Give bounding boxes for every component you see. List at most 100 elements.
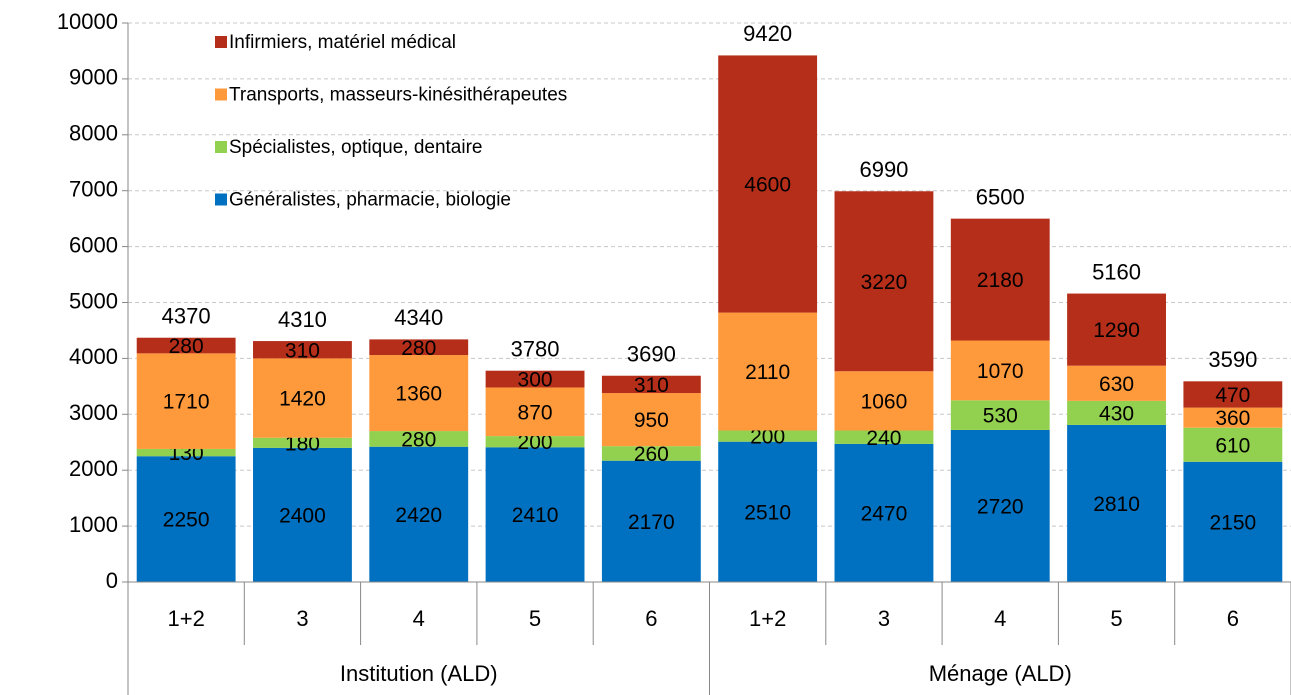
bar-segment <box>369 446 469 582</box>
bar-segment <box>136 337 236 354</box>
bar-segment <box>950 340 1050 401</box>
segment-label: 1060 <box>861 390 908 413</box>
segment-label: 2170 <box>628 511 675 534</box>
segment-label: 610 <box>1215 434 1250 457</box>
bar-segment <box>834 443 934 582</box>
bar-segment <box>1183 427 1283 462</box>
y-tick-label: 6000 <box>69 232 118 257</box>
segment-label: 2510 <box>744 501 791 524</box>
x-tick-label: 1+2 <box>749 606 786 631</box>
bar-segment <box>485 436 585 448</box>
segment-label: 2810 <box>1093 493 1140 516</box>
segment-label: 2150 <box>1209 511 1256 534</box>
segment-label: 1420 <box>279 388 326 411</box>
segment-label: 200 <box>750 426 785 449</box>
segment-label: 1710 <box>163 391 210 414</box>
segment-label: 530 <box>983 405 1018 428</box>
total-label: 3780 <box>511 337 560 362</box>
bar-segment <box>1183 381 1283 408</box>
bar-segment <box>718 430 818 442</box>
segment-label: 280 <box>401 337 436 360</box>
segment-label: 2720 <box>977 496 1024 519</box>
total-label: 3590 <box>1208 347 1257 372</box>
y-tick-label: 10000 <box>57 9 118 34</box>
bar-segment <box>718 441 818 582</box>
legend-label: Infirmiers, matériel médical <box>229 32 456 53</box>
segment-label: 200 <box>518 431 553 454</box>
bar-segment <box>601 446 701 461</box>
segment-label: 2180 <box>977 269 1024 292</box>
bar-segment <box>253 447 352 582</box>
bar-segment <box>253 437 352 448</box>
bar-segment <box>950 429 1050 582</box>
bar-segment <box>950 400 1050 430</box>
segment-label: 260 <box>634 443 669 466</box>
bar-segment <box>253 341 352 359</box>
legend-swatch <box>215 141 227 153</box>
y-tick-label: 0 <box>106 568 118 593</box>
legend-swatch <box>215 193 227 206</box>
bar-segment <box>136 456 236 582</box>
y-tick-label: 2000 <box>69 456 118 481</box>
bar-segment <box>834 430 934 444</box>
bar-segment <box>1183 461 1283 582</box>
legend-label: Transports, masseurs-kinésithérapeutes <box>229 85 567 106</box>
y-tick-label: 3000 <box>69 400 118 425</box>
segment-label: 2420 <box>395 504 442 527</box>
total-label: 6500 <box>976 184 1025 209</box>
total-label: 3690 <box>627 342 676 367</box>
bar-segment <box>136 448 236 457</box>
segment-label: 300 <box>518 369 553 392</box>
y-tick-label: 5000 <box>69 288 118 313</box>
segment-label: 870 <box>518 401 553 424</box>
x-tick-label: 4 <box>994 606 1006 631</box>
bar-segment <box>1067 424 1166 582</box>
segment-label: 310 <box>634 374 669 397</box>
y-tick-label: 4000 <box>69 344 118 369</box>
y-tick-label: 1000 <box>69 512 118 537</box>
segment-label: 1360 <box>395 383 442 406</box>
legend-label: Généralistes, pharmacie, biologie <box>229 190 511 211</box>
bar-segment <box>1183 407 1283 428</box>
segment-label: 280 <box>401 428 436 451</box>
group-label: Ménage (ALD) <box>929 661 1072 686</box>
segment-label: 1290 <box>1093 319 1140 342</box>
segment-label: 630 <box>1099 373 1134 396</box>
segment-label: 360 <box>1215 407 1250 430</box>
y-tick-label: 8000 <box>69 121 118 146</box>
legend-label: Spécialistes, optique, dentaire <box>229 137 483 158</box>
total-label: 4370 <box>162 304 211 329</box>
segment-label: 280 <box>169 335 204 358</box>
bar-segment <box>1067 400 1166 425</box>
x-tick-label: 3 <box>878 606 890 631</box>
bar-segment <box>485 387 585 437</box>
y-tick-label: 7000 <box>69 177 118 202</box>
y-tick-label: 9000 <box>69 65 118 90</box>
bar-segment <box>485 370 585 388</box>
total-label: 4340 <box>394 305 443 330</box>
legend-swatch <box>215 88 227 101</box>
bar-segment <box>1067 293 1166 366</box>
segment-label: 240 <box>866 427 901 450</box>
segment-label: 180 <box>285 432 320 455</box>
bar-segment <box>601 375 701 394</box>
total-label: 9420 <box>743 21 792 46</box>
bar-segment <box>718 55 818 313</box>
segment-label: 1070 <box>977 360 1024 383</box>
bar-segment <box>1067 365 1166 401</box>
x-tick-label: 5 <box>529 606 541 631</box>
bar-segment <box>485 447 585 582</box>
bar-segment <box>718 312 818 431</box>
bar-segment <box>950 218 1050 341</box>
x-tick-label: 6 <box>1227 606 1239 631</box>
bar-segment <box>369 339 469 356</box>
bar-segment <box>369 431 469 447</box>
bar-segment <box>834 191 934 372</box>
segment-label: 950 <box>634 409 669 432</box>
total-label: 5160 <box>1092 259 1141 284</box>
segment-label: 2250 <box>163 509 210 532</box>
x-tick-label: 5 <box>1110 606 1122 631</box>
legend-swatch <box>215 36 227 48</box>
segment-label: 2110 <box>745 361 790 384</box>
